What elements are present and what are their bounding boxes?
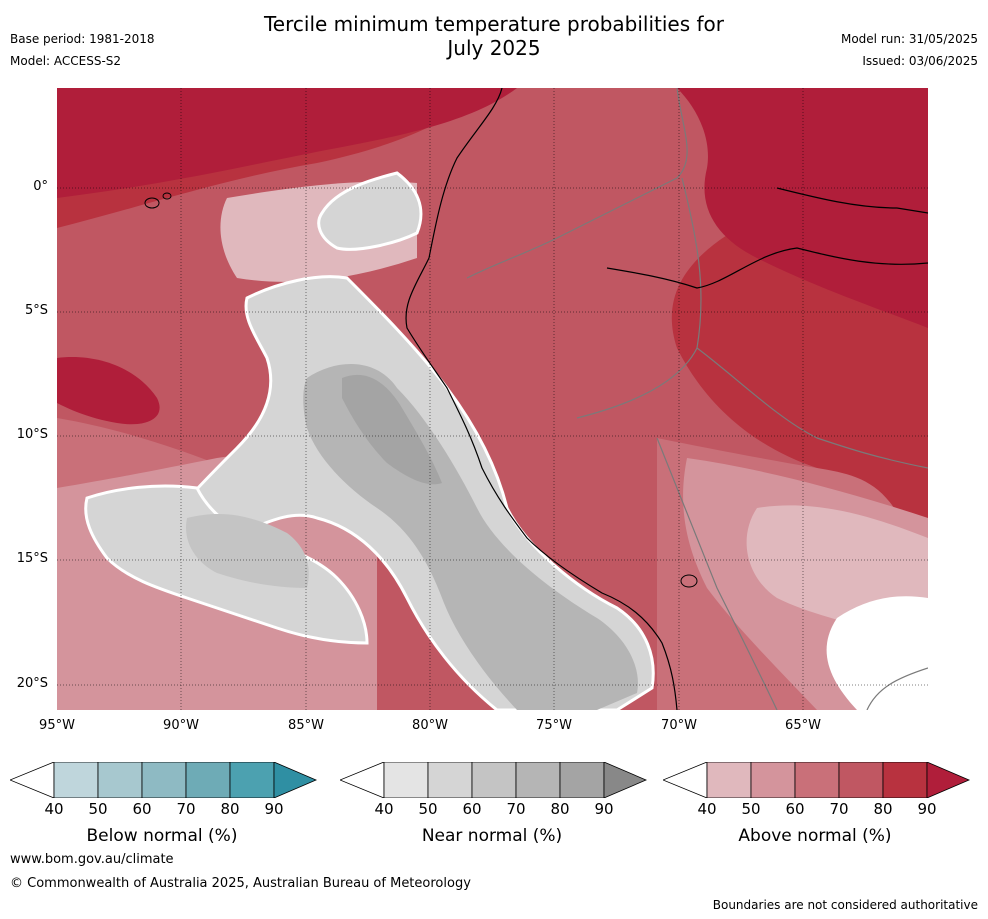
model-run: Model run: 31/05/2025 [840, 32, 978, 46]
meta-left: Base period: 1981-2018 Model: ACCESS-S2 [10, 28, 155, 72]
disclaimer-text: Boundaries are not considered authoritat… [712, 898, 978, 912]
near-tick-60: 60 [462, 800, 482, 818]
above-tick-50: 50 [741, 800, 761, 818]
lat-label-10s: 10°S [16, 427, 48, 442]
near-normal-north [317, 171, 423, 251]
near-normal-80-core [342, 374, 442, 485]
model-name: Model: ACCESS-S2 [10, 54, 122, 68]
near-tick-90: 90 [594, 800, 614, 818]
coastline [405, 88, 678, 710]
below-tick-80: 80 [220, 800, 240, 818]
colorbar-above [663, 762, 971, 798]
above-swatch-0 [706, 762, 752, 798]
lake-titicaca [680, 574, 698, 588]
country-borders [466, 88, 928, 710]
near-swatch-0 [383, 762, 429, 798]
above-tick-90: 90 [917, 800, 937, 818]
lon-label-75w: 75°W [536, 718, 572, 733]
meta-right: Model run: 31/05/2025 Issued: 03/06/2025 [841, 28, 978, 72]
near-tick-70: 70 [506, 800, 526, 818]
lat-label-20s: 20°S [16, 676, 48, 691]
near-tick-50: 50 [418, 800, 438, 818]
below-tick-60: 60 [132, 800, 152, 818]
below-tick-70: 70 [176, 800, 196, 818]
lon-label-80w: 80°W [412, 718, 448, 733]
base-period: Base period: 1981-2018 [10, 32, 155, 46]
river [606, 187, 928, 289]
above-tick-70: 70 [829, 800, 849, 818]
map-title: Tercile minimum temperature probabilitie… [0, 12, 988, 60]
title-line-1: Tercile minimum temperature probabilitie… [263, 12, 725, 36]
above-tick-80: 80 [873, 800, 893, 818]
below-swatch-3 [185, 762, 231, 798]
lon-label-65w: 65°W [785, 718, 821, 733]
probability-map[interactable] [57, 88, 928, 710]
near-swatch-3 [515, 762, 561, 798]
galapagos-island [144, 197, 160, 209]
near-tick-80: 80 [550, 800, 570, 818]
above-swatch-1 [750, 762, 796, 798]
near-swatch-1 [427, 762, 473, 798]
below-tick-40: 40 [44, 800, 64, 818]
near-swatch-2 [471, 762, 517, 798]
lat-label-15s: 15°S [16, 551, 48, 566]
below-tick-90: 90 [264, 800, 284, 818]
above-90-pocket-north [57, 88, 517, 198]
colorbar-below [10, 762, 318, 798]
colorbar-above-title: Above normal (%) [738, 826, 892, 846]
colorbar-near [340, 762, 648, 798]
website-link[interactable]: www.bom.gov.au/climate [10, 852, 174, 867]
below-swatch-4 [229, 762, 275, 798]
below-tick-50: 50 [88, 800, 108, 818]
lat-label-0: 0° [33, 179, 48, 194]
issued-date: Issued: 03/06/2025 [862, 54, 978, 68]
galapagos-island-2 [162, 192, 172, 200]
colorbar-near-title: Near normal (%) [421, 826, 563, 846]
near-swatch-4 [559, 762, 605, 798]
above-90-pocket-west [57, 357, 160, 425]
lon-label-70w: 70°W [661, 718, 697, 733]
near-tick-40: 40 [374, 800, 394, 818]
above-tick-40: 40 [697, 800, 717, 818]
colorbar-below-title: Below normal (%) [86, 826, 238, 846]
above-swatch-2 [794, 762, 840, 798]
graticule [57, 88, 928, 710]
lon-label-90w: 90°W [163, 718, 199, 733]
lon-label-85w: 85°W [288, 718, 324, 733]
title-line-2: July 2025 [447, 36, 541, 60]
near-normal-south-core [186, 513, 309, 588]
no-signal-area [826, 596, 928, 710]
above-swatch-3 [838, 762, 884, 798]
below-swatch-1 [97, 762, 143, 798]
above-tick-60: 60 [785, 800, 805, 818]
below-swatch-0 [53, 762, 99, 798]
lon-label-95w: 95°W [39, 718, 75, 733]
copyright-text: © Commonwealth of Australia 2025, Austra… [10, 876, 471, 891]
above-90-pocket-east [677, 88, 928, 328]
above-swatch-4 [882, 762, 928, 798]
below-swatch-2 [141, 762, 187, 798]
lat-label-5s: 5°S [24, 303, 48, 318]
